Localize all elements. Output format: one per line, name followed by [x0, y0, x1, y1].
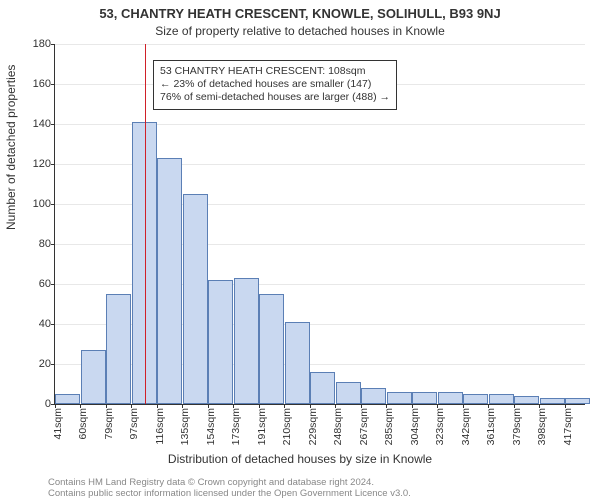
x-tick-label: 116sqm	[154, 408, 166, 445]
x-tick-label: 417sqm	[562, 408, 574, 445]
x-tick-label: 154sqm	[205, 408, 217, 445]
x-tick-label: 323sqm	[434, 408, 446, 445]
y-tick-mark	[51, 244, 55, 245]
y-tick-mark	[51, 204, 55, 205]
histogram-bar	[489, 394, 514, 404]
x-axis-label: Distribution of detached houses by size …	[0, 452, 600, 466]
histogram-bar	[157, 158, 182, 404]
plot-area: 02040608010012014016018041sqm60sqm79sqm9…	[54, 44, 585, 405]
histogram-bar	[310, 372, 335, 404]
histogram-bar	[183, 194, 208, 404]
y-tick-mark	[51, 84, 55, 85]
histogram-bar	[81, 350, 106, 404]
y-tick-mark	[51, 44, 55, 45]
x-tick-label: 342sqm	[460, 408, 472, 445]
y-tick-mark	[51, 124, 55, 125]
histogram-bar	[565, 398, 590, 404]
marker-line	[145, 44, 146, 404]
y-tick-label: 120	[21, 158, 51, 170]
x-tick-label: 285sqm	[383, 408, 395, 445]
histogram-bar	[285, 322, 310, 404]
histogram-bar	[438, 392, 463, 404]
chart-title-sub: Size of property relative to detached ho…	[0, 24, 600, 38]
chart-container: 53, CHANTRY HEATH CRESCENT, KNOWLE, SOLI…	[0, 0, 600, 500]
histogram-bar	[514, 396, 539, 404]
x-tick-label: 135sqm	[179, 408, 191, 445]
annotation-line: 76% of semi-detached houses are larger (…	[160, 91, 390, 104]
attribution-line2: Contains public sector information licen…	[48, 488, 411, 499]
histogram-bar	[540, 398, 565, 404]
annotation-line: 53 CHANTRY HEATH CRESCENT: 108sqm	[160, 65, 390, 78]
histogram-bar	[361, 388, 386, 404]
histogram-bar	[336, 382, 361, 404]
x-tick-label: 97sqm	[128, 408, 140, 440]
histogram-bar	[234, 278, 259, 404]
x-tick-label: 210sqm	[281, 408, 293, 445]
x-tick-label: 361sqm	[485, 408, 497, 445]
y-tick-label: 80	[21, 238, 51, 250]
x-tick-label: 304sqm	[409, 408, 421, 445]
y-tick-label: 40	[21, 318, 51, 330]
x-tick-label: 191sqm	[256, 408, 268, 445]
x-tick-label: 248sqm	[332, 408, 344, 445]
x-tick-label: 60sqm	[77, 408, 89, 440]
x-tick-label: 267sqm	[358, 408, 370, 445]
y-tick-label: 160	[21, 78, 51, 90]
chart-title-main: 53, CHANTRY HEATH CRESCENT, KNOWLE, SOLI…	[0, 6, 600, 21]
y-tick-label: 100	[21, 198, 51, 210]
y-tick-label: 60	[21, 278, 51, 290]
y-tick-label: 140	[21, 118, 51, 130]
histogram-bar	[55, 394, 80, 404]
annotation-box: 53 CHANTRY HEATH CRESCENT: 108sqm← 23% o…	[153, 60, 397, 109]
x-tick-label: 79sqm	[103, 408, 115, 440]
histogram-bar	[463, 394, 488, 404]
histogram-bar	[412, 392, 437, 404]
y-tick-mark	[51, 364, 55, 365]
y-tick-mark	[51, 324, 55, 325]
histogram-bar	[106, 294, 131, 404]
x-tick-label: 398sqm	[536, 408, 548, 445]
attribution-text: Contains HM Land Registry data © Crown c…	[48, 478, 588, 500]
x-tick-label: 229sqm	[307, 408, 319, 445]
gridline	[55, 44, 585, 45]
histogram-bar	[387, 392, 412, 404]
x-tick-label: 173sqm	[230, 408, 242, 445]
x-tick-label: 41sqm	[52, 408, 64, 440]
y-tick-label: 0	[21, 398, 51, 410]
attribution-line1: Contains HM Land Registry data © Crown c…	[48, 477, 374, 488]
y-tick-label: 180	[21, 38, 51, 50]
histogram-bar	[259, 294, 284, 404]
y-axis-label: Number of detached properties	[4, 65, 18, 230]
y-tick-mark	[51, 284, 55, 285]
annotation-line: ← 23% of detached houses are smaller (14…	[160, 78, 390, 91]
y-tick-mark	[51, 164, 55, 165]
y-tick-label: 20	[21, 358, 51, 370]
x-tick-label: 379sqm	[511, 408, 523, 445]
histogram-bar	[208, 280, 233, 404]
